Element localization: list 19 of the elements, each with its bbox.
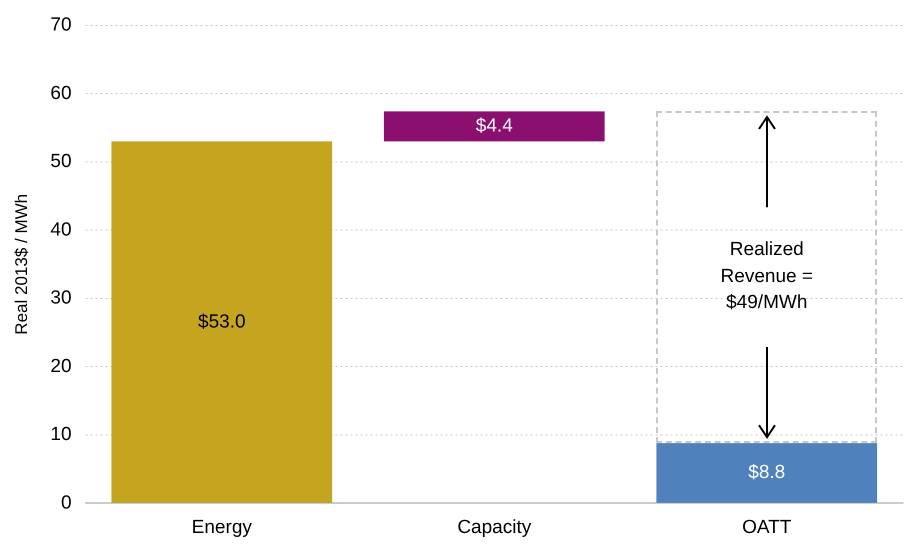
y-tick-label: 40 [50,219,72,240]
y-tick-label: 70 [50,14,72,36]
y-tick-label: 60 [50,82,72,104]
x-tick-label: OATT [742,516,792,538]
y-tick-label: 20 [50,356,72,377]
bar [111,141,332,503]
bar [384,111,605,142]
data-label: $4.4 [476,116,514,137]
bar [656,443,878,503]
y-tick-label: 0 [60,492,72,514]
x-tick-label: Capacity [457,516,532,538]
x-tick-label: Energy [192,516,252,538]
y-tick-label: 50 [50,151,72,172]
data-label: $53.0 [198,311,246,332]
y-tick-label: 10 [50,424,72,446]
data-label: $8.8 [748,462,786,484]
y-tick-label: 30 [50,288,72,309]
annotation: Realized Revenue = $49/MWh [720,238,814,316]
y-axis-title: Real 2013$ / MWh [12,194,31,335]
